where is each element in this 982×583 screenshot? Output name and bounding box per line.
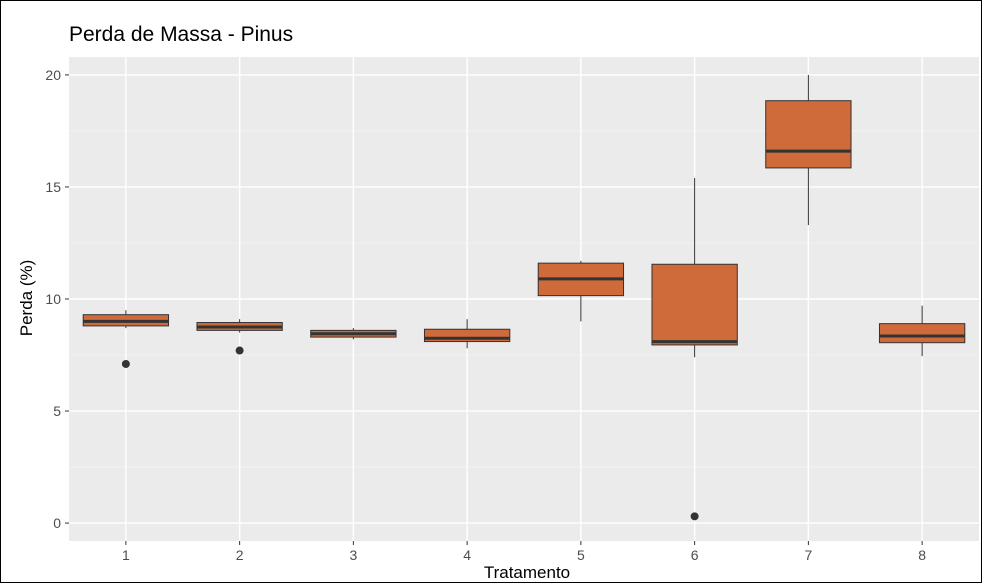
box-7 bbox=[765, 74, 852, 226]
box-body bbox=[765, 100, 852, 169]
outlier-point bbox=[235, 346, 244, 355]
x-axis-title: Tratamento bbox=[484, 563, 570, 582]
chart-title: Perda de Massa - Pinus bbox=[69, 23, 293, 46]
box-5 bbox=[537, 260, 625, 322]
box-6 bbox=[651, 178, 738, 521]
box-8 bbox=[878, 305, 966, 357]
x-tick-label: 7 bbox=[804, 547, 812, 563]
y-tick-label: 10 bbox=[45, 291, 61, 307]
x-tick-label: 6 bbox=[691, 547, 699, 563]
y-tick-label: 15 bbox=[45, 179, 61, 195]
y-tick-label: 0 bbox=[53, 515, 61, 531]
x-tick-label: 3 bbox=[349, 547, 357, 563]
x-tick-label: 4 bbox=[463, 547, 471, 563]
box-body bbox=[651, 263, 738, 346]
x-tick-label: 1 bbox=[122, 547, 130, 563]
x-tick-label: 2 bbox=[236, 547, 244, 563]
y-tick-label: 20 bbox=[45, 67, 61, 83]
x-tick-label: 5 bbox=[577, 547, 585, 563]
y-axis-ticks: 0 5 10 15 20 bbox=[45, 67, 69, 531]
outlier-point bbox=[121, 359, 130, 368]
box-2 bbox=[196, 319, 283, 355]
box-body bbox=[878, 323, 966, 344]
x-axis-ticks: 1 2 3 4 5 6 7 8 bbox=[122, 541, 926, 563]
y-axis-title: Perda (%) bbox=[17, 260, 36, 337]
box-4 bbox=[423, 319, 511, 349]
y-tick-label: 5 bbox=[53, 403, 61, 419]
box-3 bbox=[310, 328, 397, 340]
box-body bbox=[423, 328, 511, 343]
boxes bbox=[82, 74, 966, 521]
box-1 bbox=[82, 310, 170, 368]
x-tick-label: 8 bbox=[918, 547, 926, 563]
outlier-point bbox=[690, 512, 699, 521]
